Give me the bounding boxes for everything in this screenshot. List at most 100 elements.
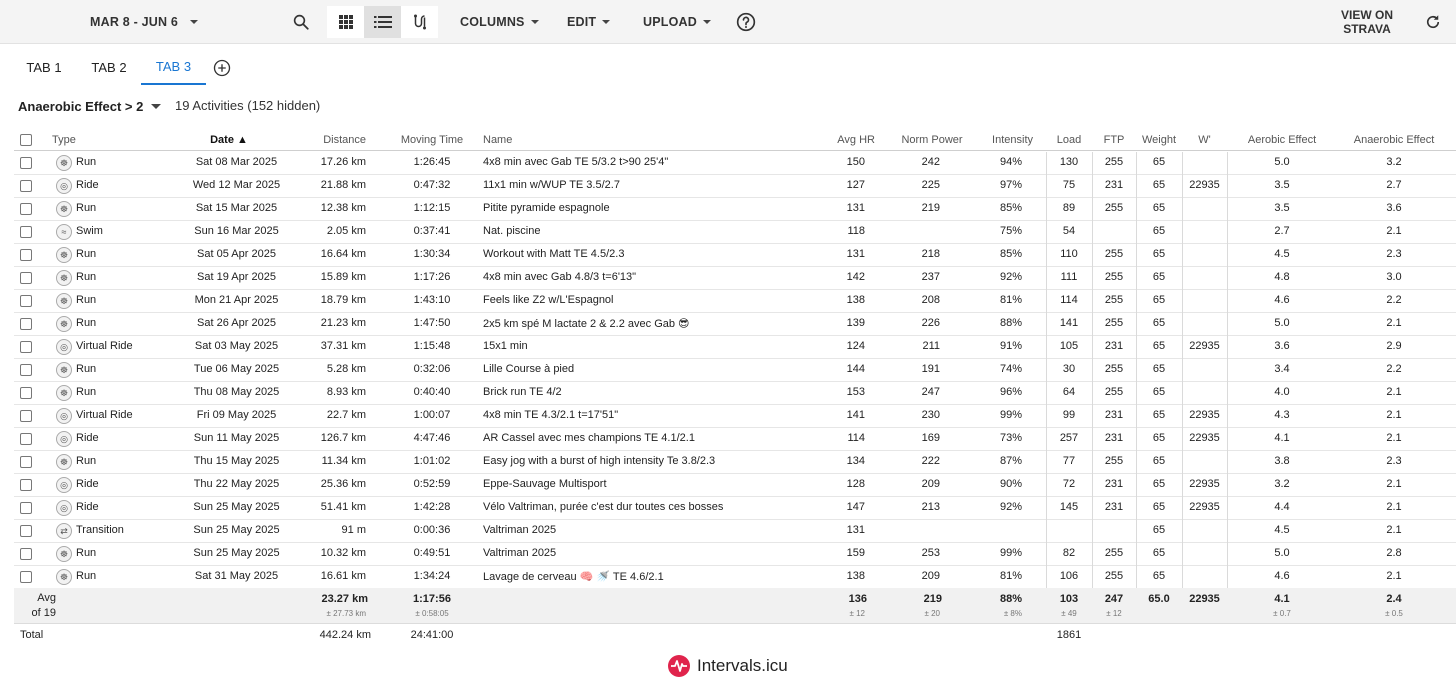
cell-name[interactable]: Lille Course à pied	[483, 363, 575, 375]
cell-name[interactable]: 11x1 min w/WUP TE 3.5/2.7	[483, 179, 620, 191]
row-checkbox[interactable]	[20, 479, 32, 491]
brand-footer[interactable]: Intervals.icu	[668, 654, 788, 678]
tab-2[interactable]: TAB 2	[82, 50, 136, 85]
col-load[interactable]: Load	[1056, 134, 1082, 146]
avg-load: 103	[1059, 593, 1079, 605]
table-row[interactable]: ☸ Run Sat 08 Mar 2025 17.26 km 1:26:45 4x8 mi…	[14, 152, 1456, 175]
cell-name[interactable]: 2x5 km spé M lactate 2 & 2.2 avec Gab 😎	[483, 318, 690, 330]
cell-name[interactable]: 4x8 min avec Gab 4.8/3 t=6'13"	[483, 271, 637, 283]
col-moving-time[interactable]: Moving Time	[400, 134, 464, 146]
row-checkbox[interactable]	[20, 180, 32, 192]
tab-1[interactable]: TAB 1	[18, 50, 70, 85]
col-type[interactable]: Type	[52, 134, 76, 146]
cell-name[interactable]: 4x8 min TE 4.3/2.1 t=17'51"	[483, 409, 619, 421]
table-row[interactable]: ☸ Run Mon 21 Apr 2025 18.79 km 1:43:10 Feels …	[14, 290, 1456, 313]
tab-3[interactable]: TAB 3	[141, 50, 206, 85]
table-row[interactable]: ☸ Run Sat 26 Apr 2025 21.23 km 1:47:50 2x5 km…	[14, 313, 1456, 336]
row-checkbox[interactable]	[20, 341, 32, 353]
row-checkbox[interactable]	[20, 318, 32, 330]
filter-dropdown[interactable]: Anaerobic Effect > 2	[18, 99, 162, 114]
row-checkbox[interactable]	[20, 525, 32, 537]
cell-norm-power: 219	[921, 202, 940, 214]
view-on-strava-line2: STRAVA	[1343, 22, 1391, 36]
row-checkbox[interactable]	[20, 387, 32, 399]
col-distance[interactable]: Distance	[323, 134, 366, 146]
add-tab-button[interactable]	[213, 59, 231, 77]
cell-name[interactable]: Lavage de cerveau 🧠 🚿 TE 4.6/2.1	[483, 571, 664, 583]
col-aerobic-effect[interactable]: Aerobic Effect	[1247, 134, 1317, 146]
cell-name[interactable]: Eppe-Sauvage Multisport	[483, 478, 607, 490]
table-row[interactable]: ☸ Run Sat 05 Apr 2025 16.64 km 1:30:34 Workou…	[14, 244, 1456, 267]
col-anaerobic-effect[interactable]: Anaerobic Effect	[1353, 134, 1435, 146]
row-checkbox[interactable]	[20, 410, 32, 422]
cell-date: Mon 21 Apr 2025	[194, 294, 279, 306]
cell-name[interactable]: 4x8 min avec Gab TE 5/3.2 t>90 25'4"	[483, 156, 669, 168]
upload-menu-button[interactable]: UPLOAD	[643, 0, 711, 44]
table-row[interactable]: ◎ Virtual Ride Fri 09 May 2025 22.7 km 1:00:…	[14, 405, 1456, 428]
cell-name[interactable]: Easy jog with a burst of high intensity …	[483, 455, 716, 467]
cell-name[interactable]: Pitite pyramide espagnole	[483, 202, 610, 214]
row-checkbox[interactable]	[20, 272, 32, 284]
date-range-selector[interactable]: MAR 8 - JUN 6	[90, 0, 199, 44]
table-row[interactable]: ◎ Ride Thu 22 May 2025 25.36 km 0:52:59 Eppe-…	[14, 474, 1456, 497]
row-checkbox[interactable]	[20, 571, 32, 583]
row-checkbox[interactable]	[20, 502, 32, 514]
column-divider	[1227, 175, 1228, 198]
table-row[interactable]: ◎ Virtual Ride Sat 03 May 2025 37.31 km 1:15…	[14, 336, 1456, 359]
table-row[interactable]: ⇄ Transition Sun 25 May 2025 91 m 0:00:36 Val…	[14, 520, 1456, 543]
row-checkbox[interactable]	[20, 295, 32, 307]
cell-name[interactable]: Feels like Z2 w/L'Espagnol	[483, 294, 614, 306]
col-intensity[interactable]: Intensity	[992, 134, 1033, 146]
row-checkbox[interactable]	[20, 157, 32, 169]
cell-name[interactable]: Brick run TE 4/2	[483, 386, 562, 398]
row-checkbox[interactable]	[20, 226, 32, 238]
cell-name[interactable]: Valtriman 2025	[483, 547, 557, 559]
help-button[interactable]	[728, 6, 764, 38]
cell-name[interactable]: Valtriman 2025	[483, 524, 557, 536]
cell-load: 111	[1060, 271, 1078, 283]
table-row[interactable]: ◎ Ride Sun 11 May 2025 126.7 km 4:47:46 AR Ca…	[14, 428, 1456, 451]
row-checkbox[interactable]	[20, 249, 32, 261]
table-row[interactable]: ☸ Run Sat 19 Apr 2025 15.89 km 1:17:26 4x8 mi…	[14, 267, 1456, 290]
row-checkbox[interactable]	[20, 433, 32, 445]
table-row[interactable]: ☸ Run Sat 15 Mar 2025 12.38 km 1:12:15 Pitite…	[14, 198, 1456, 221]
edit-menu-button[interactable]: EDIT	[567, 0, 611, 44]
row-checkbox[interactable]	[20, 364, 32, 376]
cell-weight: 65	[1152, 455, 1166, 467]
cell-name[interactable]: Vélo Valtriman, purée c'est dur toutes c…	[483, 501, 724, 513]
cell-avg-hr: 114	[847, 432, 865, 444]
cell-type: Transition	[76, 524, 124, 536]
col-w-prime[interactable]: W'	[1198, 134, 1211, 146]
cell-distance: 17.26 km	[320, 156, 366, 168]
row-checkbox[interactable]	[20, 456, 32, 468]
table-row[interactable]: ☸ Run Tue 06 May 2025 5.28 km 0:32:06 Lille C…	[14, 359, 1456, 382]
col-avg-hr[interactable]: Avg HR	[837, 134, 875, 146]
search-button[interactable]	[283, 6, 319, 38]
cell-name[interactable]: Nat. piscine	[483, 225, 541, 237]
table-row[interactable]: ☸ Run Thu 08 May 2025 8.93 km 0:40:40 Brick r…	[14, 382, 1456, 405]
columns-menu-button[interactable]: COLUMNS	[460, 0, 539, 44]
col-ftp[interactable]: FTP	[1103, 134, 1125, 146]
refresh-button[interactable]	[1415, 6, 1451, 38]
table-row[interactable]: ◎ Ride Wed 12 Mar 2025 21.88 km 0:47:32 11x1 …	[14, 175, 1456, 198]
table-row[interactable]: ◎ Ride Sun 25 May 2025 51.41 km 1:42:28 Vélo …	[14, 497, 1456, 520]
col-norm-power[interactable]: Norm Power	[901, 134, 963, 146]
col-date[interactable]: Date ▲	[210, 134, 248, 146]
col-name[interactable]: Name	[483, 134, 513, 146]
route-view-button[interactable]	[401, 6, 438, 38]
row-checkbox[interactable]	[20, 548, 32, 560]
row-checkbox[interactable]	[20, 203, 32, 215]
cell-name[interactable]: 15x1 min	[483, 340, 528, 352]
select-all-checkbox[interactable]	[20, 134, 32, 146]
table-row[interactable]: ≈ Swim Sun 16 Mar 2025 2.05 km 0:37:41 Nat. p…	[14, 221, 1456, 244]
cell-name[interactable]: Workout with Matt TE 4.5/2.3	[483, 248, 625, 260]
col-weight[interactable]: Weight	[1141, 134, 1177, 146]
column-divider	[1092, 543, 1093, 566]
table-row[interactable]: ☸ Run Sun 25 May 2025 10.32 km 0:49:51 Valtri…	[14, 543, 1456, 566]
table-row[interactable]: ☸ Run Thu 15 May 2025 11.34 km 1:01:02 Easy j…	[14, 451, 1456, 474]
grid-view-button[interactable]	[327, 6, 364, 38]
table-row[interactable]: ☸ Run Sat 31 May 2025 16.61 km 1:34:24 Lavage…	[14, 566, 1456, 589]
list-view-button[interactable]	[364, 6, 401, 38]
view-on-strava-button[interactable]: VIEW ON STRAVA	[1330, 8, 1404, 36]
cell-name[interactable]: AR Cassel avec mes champions TE 4.1/2.1	[483, 432, 695, 444]
